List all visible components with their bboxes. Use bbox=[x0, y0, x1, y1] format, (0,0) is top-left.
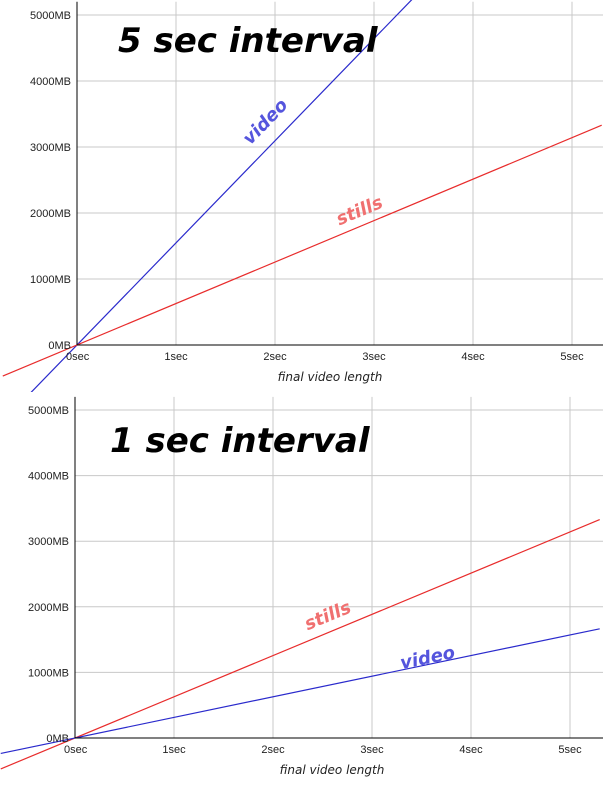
x-tick-label: 4sec bbox=[461, 351, 485, 363]
series-label-stills: stills bbox=[302, 597, 355, 635]
x-tick-label: 5sec bbox=[560, 351, 584, 363]
y-tick-label: 3000MB bbox=[28, 536, 69, 548]
series-line-stills bbox=[0, 518, 600, 770]
series-label-stills: stills bbox=[333, 192, 386, 230]
y-tick-label: 5000MB bbox=[30, 10, 71, 22]
chart2-tick-labels: 0sec 1sec 2sec 3sec 4sec 5sec 0MB 1000MB 2000MB 3… bbox=[28, 405, 582, 756]
y-tick-label: 2000MB bbox=[28, 602, 69, 614]
chart2-grid bbox=[75, 396, 603, 738]
chart1-x-axis-label: final video length bbox=[278, 370, 383, 384]
x-tick-label: 1sec bbox=[162, 744, 186, 756]
chart-1sec-interval: 0sec 1sec 2sec 3sec 4sec 5sec 0MB 1000MB 2000MB 3… bbox=[0, 396, 603, 777]
y-tick-label: 4000MB bbox=[28, 471, 69, 483]
chart1-title: 5 sec interval bbox=[118, 21, 379, 61]
series-line-video bbox=[0, 628, 600, 755]
x-tick-label: 3sec bbox=[362, 351, 386, 363]
y-tick-label: 3000MB bbox=[30, 142, 71, 154]
y-tick-label: 0MB bbox=[46, 733, 69, 745]
y-tick-label: 4000MB bbox=[30, 76, 71, 88]
series-label-video: video bbox=[239, 95, 293, 149]
chart-5sec-interval: 0sec 1sec 2sec 3sec 4sec 5sec 0MB 1000MB 2000MB 3… bbox=[2, 0, 603, 392]
x-tick-label: 0sec bbox=[66, 351, 90, 363]
x-tick-label: 3sec bbox=[360, 744, 384, 756]
chart1-tick-labels: 0sec 1sec 2sec 3sec 4sec 5sec 0MB 1000MB 2000MB 3… bbox=[30, 10, 584, 363]
chart2-series bbox=[0, 518, 600, 770]
x-tick-label: 0sec bbox=[64, 744, 88, 756]
chart2-x-axis-label: final video length bbox=[280, 763, 385, 777]
x-tick-label: 2sec bbox=[261, 744, 285, 756]
chart1-series bbox=[2, 0, 602, 392]
x-tick-label: 4sec bbox=[459, 744, 483, 756]
chart1-grid bbox=[77, 1, 603, 345]
y-tick-label: 5000MB bbox=[28, 405, 69, 417]
y-tick-label: 1000MB bbox=[28, 667, 69, 679]
chart1-axes bbox=[76, 1, 603, 346]
y-tick-label: 1000MB bbox=[30, 274, 71, 286]
series-line-video bbox=[30, 0, 413, 392]
chart2-series-labels: stills video bbox=[302, 597, 457, 674]
chart2-title: 1 sec interval bbox=[110, 421, 371, 461]
y-tick-label: 0MB bbox=[48, 340, 71, 352]
x-tick-label: 2sec bbox=[263, 351, 287, 363]
x-tick-label: 5sec bbox=[558, 744, 582, 756]
x-tick-label: 1sec bbox=[164, 351, 188, 363]
series-label-video: video bbox=[398, 642, 456, 674]
y-tick-label: 2000MB bbox=[30, 208, 71, 220]
chart1-series-labels: video stills bbox=[239, 95, 387, 230]
chart2-axes bbox=[74, 396, 603, 739]
series-line-stills bbox=[2, 124, 602, 377]
